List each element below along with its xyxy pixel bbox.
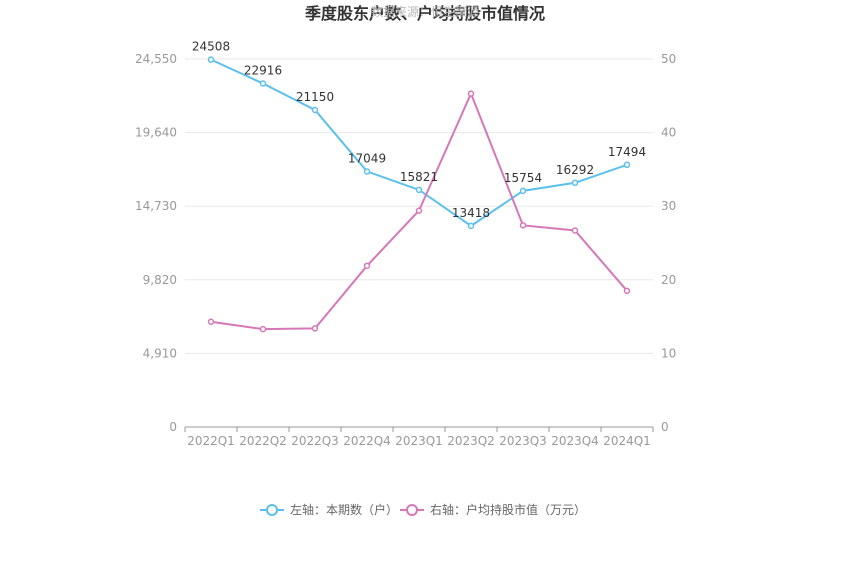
axes: [184, 426, 654, 432]
right-axis-ticks: 0 10 20 30 40 50: [661, 52, 676, 434]
right-tick-label: 10: [661, 346, 676, 360]
x-tick-label: 2023Q1: [395, 434, 443, 448]
series-1-point[interactable]: [571, 179, 579, 187]
data-label: 17049: [348, 151, 386, 165]
legend-label: 左轴：本期数（户）: [290, 502, 398, 517]
x-tick-label: 2024Q1: [603, 434, 651, 448]
right-tick-label: 50: [661, 52, 676, 66]
x-tick-label: 2023Q4: [551, 434, 599, 448]
series-2-point[interactable]: [519, 222, 527, 229]
series-2-point[interactable]: [467, 90, 475, 97]
series-2-point[interactable]: [623, 287, 631, 295]
series-1-point[interactable]: [363, 168, 371, 175]
x-tick-label: 2022Q2: [239, 434, 287, 448]
left-tick-label: 19,640: [135, 126, 177, 140]
chart-title: 季度股东户数、户均持股市值情况: [304, 4, 545, 23]
left-tick-label: 0: [169, 420, 177, 434]
series-1-point[interactable]: [519, 187, 527, 195]
x-tick-label: 2022Q1: [187, 434, 235, 448]
x-tick-label: 2023Q2: [447, 434, 495, 448]
right-tick-label: 30: [661, 199, 676, 213]
series-2-point[interactable]: [415, 207, 423, 214]
series-1-point[interactable]: [467, 222, 475, 230]
right-tick-label: 20: [661, 273, 676, 287]
grid-lines: [185, 58, 653, 354]
left-tick-label: 14,730: [135, 199, 177, 213]
series-2-point[interactable]: [207, 318, 215, 326]
data-label: 22916: [244, 63, 282, 77]
series-1-point[interactable]: [415, 186, 423, 194]
legend-item-2[interactable]: 右轴：户均持股市值（万元）: [400, 502, 586, 517]
series: [207, 56, 631, 333]
data-label: 24508: [192, 40, 230, 54]
series-2-point[interactable]: [311, 325, 319, 332]
series-1-point[interactable]: [259, 80, 267, 87]
left-tick-label: 4,910: [143, 346, 177, 360]
x-axis-ticks: 2022Q1 2022Q2 2022Q3 2022Q4 2023Q1 2023Q2 2023…: [187, 434, 651, 448]
legend[interactable]: 左轴：本期数（户） 右轴：户均持股市值（万元）: [260, 502, 586, 517]
series-line-1: [210, 58, 628, 228]
series-2-point[interactable]: [571, 227, 579, 234]
legend-label: 右轴：户均持股市值（万元）: [430, 502, 586, 517]
data-label: 21150: [296, 90, 334, 104]
legend-item-1[interactable]: 左轴：本期数（户）: [260, 502, 398, 517]
left-axis-ticks: 0 4,910 9,820 14,730 19,640 24,550: [135, 52, 177, 434]
data-label: 13418: [452, 206, 490, 220]
x-tick-label: 2022Q3: [291, 434, 339, 448]
legend-marker: [406, 504, 418, 516]
series-1-point[interactable]: [207, 56, 215, 63]
right-tick-label: 40: [661, 126, 676, 140]
left-tick-label: 24,550: [135, 52, 177, 66]
series-1-point[interactable]: [623, 161, 631, 169]
series-2-point[interactable]: [259, 325, 267, 333]
data-label: 16292: [556, 163, 594, 177]
watermark: 数据来源：恒生聚源: [371, 4, 479, 19]
legend-marker: [266, 504, 278, 516]
series-1-point[interactable]: [311, 106, 319, 114]
series-2-point[interactable]: [363, 262, 371, 270]
right-tick-label: 0: [661, 420, 669, 434]
data-labels: 24508 22916 21150 17049 15821 13418 15754 16292…: [192, 40, 646, 220]
data-label: 15821: [400, 170, 438, 184]
left-tick-label: 9,820: [143, 273, 177, 287]
x-tick-label: 2023Q3: [499, 434, 547, 448]
data-label: 15754: [504, 171, 542, 185]
data-label: 17494: [608, 145, 646, 159]
x-tick-label: 2022Q4: [343, 434, 391, 448]
